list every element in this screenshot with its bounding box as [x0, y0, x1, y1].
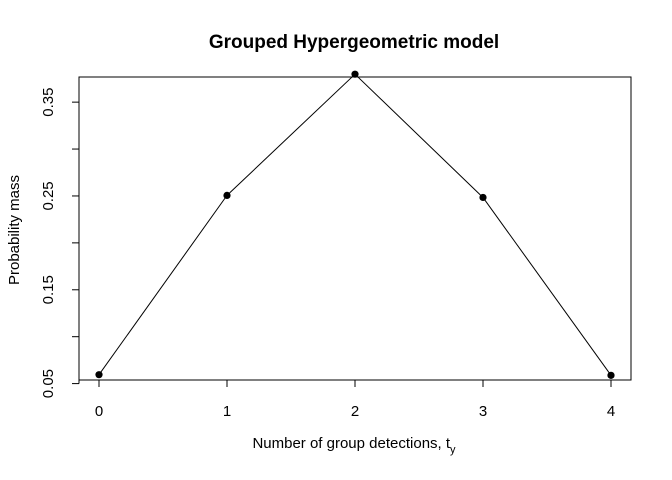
- x-axis-label-subscript: y: [450, 444, 456, 456]
- y-tick-label: 0.35: [40, 88, 57, 117]
- plot-frame: [78, 76, 632, 381]
- data-point: [95, 371, 103, 379]
- x-tick-label: 4: [607, 403, 615, 420]
- chart-title: Grouped Hypergeometric model: [209, 32, 499, 53]
- series: [95, 70, 615, 379]
- y-tick-label: 0.15: [40, 275, 57, 304]
- data-point: [479, 193, 487, 202]
- x-tick-label: 1: [223, 403, 231, 420]
- x-axis-label-main: Number of group detections, t: [252, 435, 450, 452]
- x-axis-label: Number of group detections, ty: [252, 435, 456, 456]
- data-point: [607, 371, 615, 379]
- series-line-segment: [482, 197, 612, 376]
- x-tick-label: 2: [351, 403, 359, 420]
- y-axis-label: Probability mass: [6, 175, 23, 285]
- x-axis: 0 1 2 3 4: [95, 379, 615, 420]
- data-point: [223, 191, 231, 199]
- y-tick-label: 0.25: [40, 181, 57, 210]
- x-tick-label: 3: [479, 403, 487, 420]
- y-axis: 0.05 0.15 0.25 0.35: [40, 88, 80, 398]
- series-line-segment: [354, 73, 484, 198]
- series-line-segment: [226, 73, 356, 196]
- data-point: [351, 70, 359, 78]
- x-tick-label: 0: [95, 403, 103, 420]
- series-line-segment: [98, 195, 228, 375]
- y-tick-label: 0.05: [40, 369, 57, 398]
